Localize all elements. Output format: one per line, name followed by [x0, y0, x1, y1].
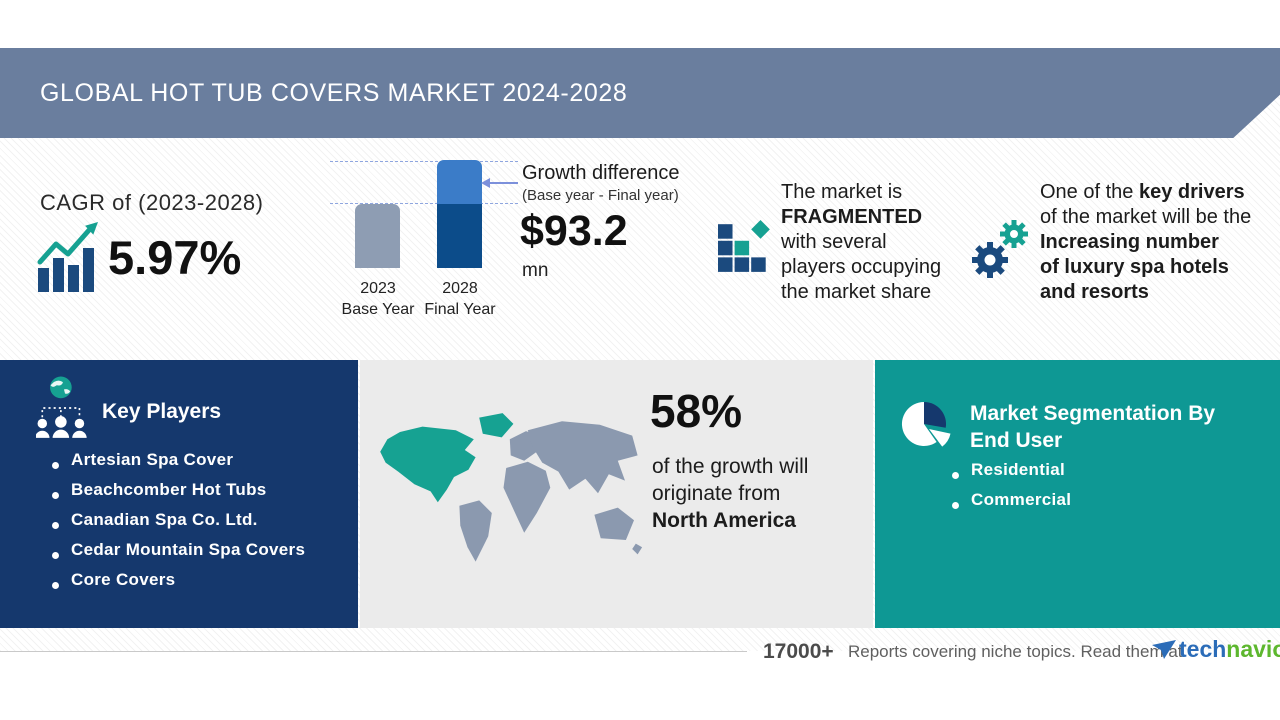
arrow-head-icon	[481, 178, 490, 188]
logo-text-tech: tech	[1179, 636, 1227, 662]
growth-difference-subtitle: (Base year - Final year)	[522, 187, 679, 204]
bar-2023	[355, 204, 400, 268]
segment-name: Residential	[971, 460, 1065, 479]
dashed-reference-line-top	[330, 161, 518, 162]
segment-name: Commercial	[971, 490, 1072, 509]
bar-2028-label: Final Year	[424, 301, 496, 318]
footer-message: Reports covering niche topics. Read them…	[848, 642, 1183, 661]
key-players-panel	[0, 360, 358, 628]
key-player-item: Canadian Spa Co. Ltd.	[52, 510, 352, 540]
region-line1: of the growth will	[652, 455, 809, 478]
footer-divider	[0, 651, 747, 652]
segmentation-title: Market Segmentation By End User	[970, 400, 1215, 454]
technavio-logo[interactable]: technavio™	[1152, 636, 1280, 663]
world-map	[372, 405, 644, 567]
drivers-line1: One of the key drivers	[1040, 180, 1270, 205]
growth-difference-unit: mn	[522, 260, 549, 281]
segmentation-title-line2: End User	[970, 429, 1063, 452]
region-name: North America	[652, 509, 796, 532]
key-players-icon	[35, 376, 94, 440]
bullet-icon	[52, 581, 59, 589]
cagr-label: CAGR of (2023-2028)	[40, 190, 264, 215]
bullet-icon	[52, 491, 59, 499]
fragmented-line1: The market is	[781, 181, 903, 203]
bar-2028-base-segment	[437, 204, 482, 268]
fragmented-icon	[718, 220, 774, 274]
technavio-plane-icon	[1152, 639, 1176, 659]
drivers-line4: of luxury spa hotels	[1040, 256, 1229, 278]
report-count: 17000+	[763, 640, 834, 663]
gears-icon	[966, 214, 1034, 288]
bullet-icon	[52, 461, 59, 469]
cagr-value: 5.97%	[108, 231, 242, 284]
bullet-icon	[52, 521, 59, 529]
region-percent: 58%	[650, 385, 743, 437]
drivers-line3: Increasing number	[1040, 231, 1219, 253]
key-player-name: Canadian Spa Co. Ltd.	[71, 510, 258, 529]
bar-2028-caption: 2028 Final Year	[412, 278, 508, 320]
region-text: of the growth will originate from North …	[652, 453, 808, 534]
region-panel	[360, 360, 873, 628]
bar-2028	[437, 160, 482, 268]
header-bar: GLOBAL HOT TUB COVERS MARKET 2024-2028	[0, 48, 1280, 138]
growth-difference-title: Growth difference	[522, 162, 680, 184]
bar-2023-label: Base Year	[341, 301, 415, 318]
key-player-item: Core Covers	[52, 570, 352, 600]
segment-item: Residential	[952, 460, 1212, 490]
fragmented-line3: with several	[781, 231, 887, 253]
key-player-name: Cedar Mountain Spa Covers	[71, 540, 306, 559]
key-players-title: Key Players	[102, 400, 222, 423]
key-player-item: Artesian Spa Cover	[52, 450, 352, 480]
fragmented-highlight: FRAGMENTED	[781, 206, 923, 228]
key-drivers-text: One of the key drivers of the market wil…	[1040, 180, 1270, 305]
growth-difference-value: $93.2	[520, 207, 628, 255]
key-player-name: Core Covers	[71, 570, 176, 589]
fragmented-line5: the market share	[781, 281, 932, 303]
drivers-line2: of the market will be the	[1040, 206, 1252, 228]
page-title: GLOBAL HOT TUB COVERS MARKET 2024-2028	[40, 78, 628, 107]
segmentation-panel	[875, 360, 1280, 628]
drivers-line1-bold: key drivers	[1138, 181, 1245, 203]
key-player-item: Beachcomber Hot Tubs	[52, 480, 352, 510]
drivers-line1-pre: One of the	[1040, 181, 1139, 203]
key-players-list: Artesian Spa Cover Beachcomber Hot Tubs …	[52, 450, 352, 600]
bar-2028-growth-segment	[437, 160, 482, 204]
bullet-icon	[52, 551, 59, 559]
logo-text-navio: navio	[1226, 636, 1280, 662]
fragmented-line4: players occupying	[781, 256, 942, 278]
bar-2023-year: 2023	[360, 280, 396, 297]
bullet-icon	[952, 501, 959, 509]
drivers-line5: and resorts	[1040, 281, 1149, 303]
dashed-reference-line-base	[330, 203, 518, 204]
key-player-name: Beachcomber Hot Tubs	[71, 480, 267, 499]
region-line2: originate from	[652, 482, 781, 505]
bar-2023-caption: 2023 Base Year	[330, 278, 426, 320]
segment-item: Commercial	[952, 490, 1212, 520]
bullet-icon	[952, 471, 959, 479]
left-arrow-icon	[481, 178, 518, 188]
segmentation-title-line1: Market Segmentation By	[970, 402, 1216, 425]
growth-icon	[34, 218, 110, 294]
bar-2028-year: 2028	[442, 280, 478, 297]
key-player-name: Artesian Spa Cover	[71, 450, 234, 469]
key-player-item: Cedar Mountain Spa Covers	[52, 540, 352, 570]
segmentation-list: Residential Commercial	[952, 460, 1212, 520]
pie-chart-icon	[898, 396, 952, 450]
fragmented-text: The market is FRAGMENTED with several pl…	[781, 180, 991, 305]
